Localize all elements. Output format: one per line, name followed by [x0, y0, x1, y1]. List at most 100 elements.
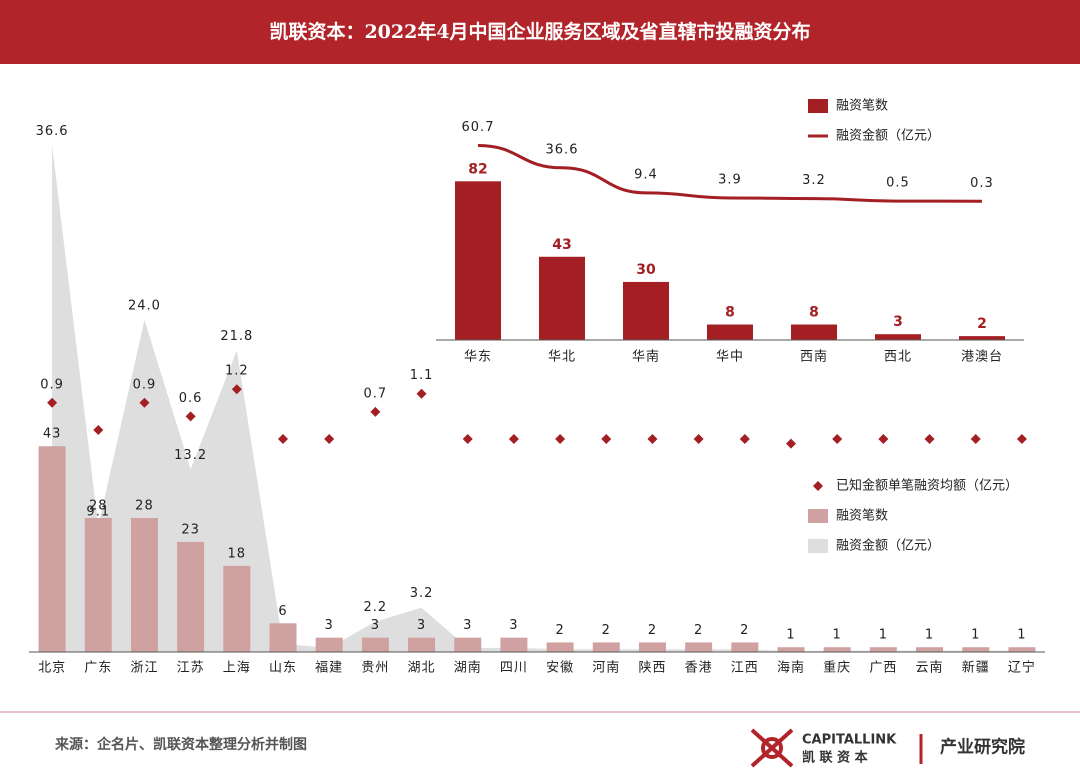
- x-tick-label: 香港: [685, 661, 713, 676]
- bar-value-label: 8: [809, 305, 819, 321]
- bar: [223, 565, 251, 652]
- bar: [869, 647, 897, 652]
- diamond-marker: [786, 438, 796, 449]
- area-value-label: 3.2: [410, 586, 434, 601]
- bar: [623, 281, 669, 340]
- area-value-label: 2.2: [364, 600, 388, 615]
- diamond-marker: [231, 384, 242, 395]
- x-tick-label: 浙江: [130, 661, 158, 676]
- legend-label: 融资金额（亿元）: [836, 538, 940, 554]
- x-tick-label: 云南: [916, 660, 944, 676]
- line-value-label: 3.9: [718, 172, 742, 187]
- average-value-label: 0.9: [133, 377, 157, 392]
- x-tick-label: 四川: [500, 661, 528, 676]
- bar-value-label: 2: [740, 623, 749, 638]
- line: [477, 144, 983, 203]
- x-tick-label: 西北: [884, 350, 912, 365]
- diamond-marker: [693, 434, 704, 445]
- header-band: [0, 0, 1080, 64]
- bar-value-label: 3: [325, 618, 334, 633]
- average-value-label: 0.6: [179, 391, 203, 406]
- bar: [269, 623, 297, 652]
- legend-swatch: [808, 99, 828, 113]
- source-note: 来源：企名片、凯联资本整理分析并制图: [54, 736, 307, 753]
- bar-value-label: 1: [1017, 628, 1026, 643]
- diamond-marker: [924, 434, 935, 445]
- bar: [38, 446, 66, 652]
- bar-value-label: 30: [636, 262, 656, 278]
- x-tick-label: 福建: [315, 661, 343, 676]
- legend-swatch: [808, 539, 828, 553]
- institute-name: 产业研究院: [940, 737, 1025, 758]
- x-tick-label: 华东: [464, 350, 492, 365]
- bar-value-label: 8: [725, 305, 735, 321]
- x-tick-label: 山东: [269, 661, 297, 676]
- diamond-marker: [278, 434, 288, 445]
- average-value-label: 1.2: [225, 364, 249, 379]
- x-tick-label: 广西: [869, 661, 897, 676]
- bar-value-label: 1: [971, 628, 980, 643]
- bar-value-label: 3: [463, 618, 472, 633]
- bar: [707, 324, 753, 340]
- bar: [454, 637, 482, 652]
- x-tick-label: 华中: [716, 350, 744, 365]
- bar: [791, 324, 837, 340]
- bar-value-label: 1: [786, 628, 795, 643]
- diamond-marker: [324, 434, 335, 445]
- line-value-label: 9.4: [634, 167, 658, 182]
- diamond-marker: [647, 434, 658, 445]
- x-tick-label: 北京: [38, 661, 66, 676]
- bar-value-label: 3: [893, 314, 903, 330]
- bar: [823, 647, 851, 652]
- legend-label: 融资金额（亿元）: [836, 128, 940, 144]
- bar-value-label: 1: [879, 628, 888, 643]
- x-tick-label: 辽宁: [1008, 660, 1036, 676]
- bar: [959, 336, 1005, 340]
- logo-symbol: [750, 728, 794, 768]
- x-tick-label: 陕西: [638, 661, 666, 676]
- diamond-marker: [508, 434, 519, 445]
- x-tick-label: 重庆: [823, 660, 851, 676]
- bar: [685, 642, 713, 652]
- x-tick-label: 江西: [731, 661, 759, 676]
- average-value-label: 1.1: [410, 368, 434, 383]
- x-tick-label: 华北: [548, 350, 576, 365]
- bar-value-label: 6: [278, 604, 287, 619]
- area-value-label: 36.6: [36, 124, 69, 139]
- x-tick-label: 华南: [632, 349, 660, 365]
- bar-value-label: 1: [833, 628, 842, 643]
- diamond-marker: [185, 411, 196, 422]
- diamond-marker: [970, 434, 981, 445]
- logo-ring: [761, 737, 783, 759]
- bar: [361, 637, 389, 652]
- diamond-marker: [1016, 434, 1027, 445]
- x-tick-label: 江苏: [177, 660, 205, 676]
- bar-value-label: 23: [181, 522, 200, 537]
- logo-cross: [750, 728, 794, 768]
- bar-value-label: 3: [371, 618, 380, 633]
- area-value-label: 24.0: [128, 298, 161, 313]
- bar: [177, 541, 205, 652]
- bar: [455, 181, 501, 340]
- bar: [916, 647, 944, 652]
- bar-value-label: 2: [977, 316, 987, 332]
- bar: [546, 642, 574, 652]
- average-value-label: 0.9: [40, 377, 64, 392]
- logo-english: CAPITALLINK: [802, 733, 897, 748]
- bar: [777, 647, 805, 652]
- diamond-marker: [416, 388, 427, 399]
- bar-value-label: 2: [602, 623, 611, 638]
- bar: [875, 334, 921, 340]
- bar: [592, 642, 620, 652]
- x-tick-label: 河南: [592, 660, 620, 676]
- diamond-marker: [47, 397, 58, 408]
- x-tick-label: 广东: [84, 661, 112, 676]
- bar: [731, 642, 759, 652]
- diamond-marker: [370, 406, 381, 417]
- bar-value-label: 2: [555, 623, 564, 638]
- bar: [84, 518, 112, 652]
- bar-value-label: 1: [925, 628, 934, 643]
- legend-label: 已知金额单笔融资均额（亿元）: [836, 478, 1018, 494]
- logo-chinese: 凯 联 资 本: [802, 750, 868, 766]
